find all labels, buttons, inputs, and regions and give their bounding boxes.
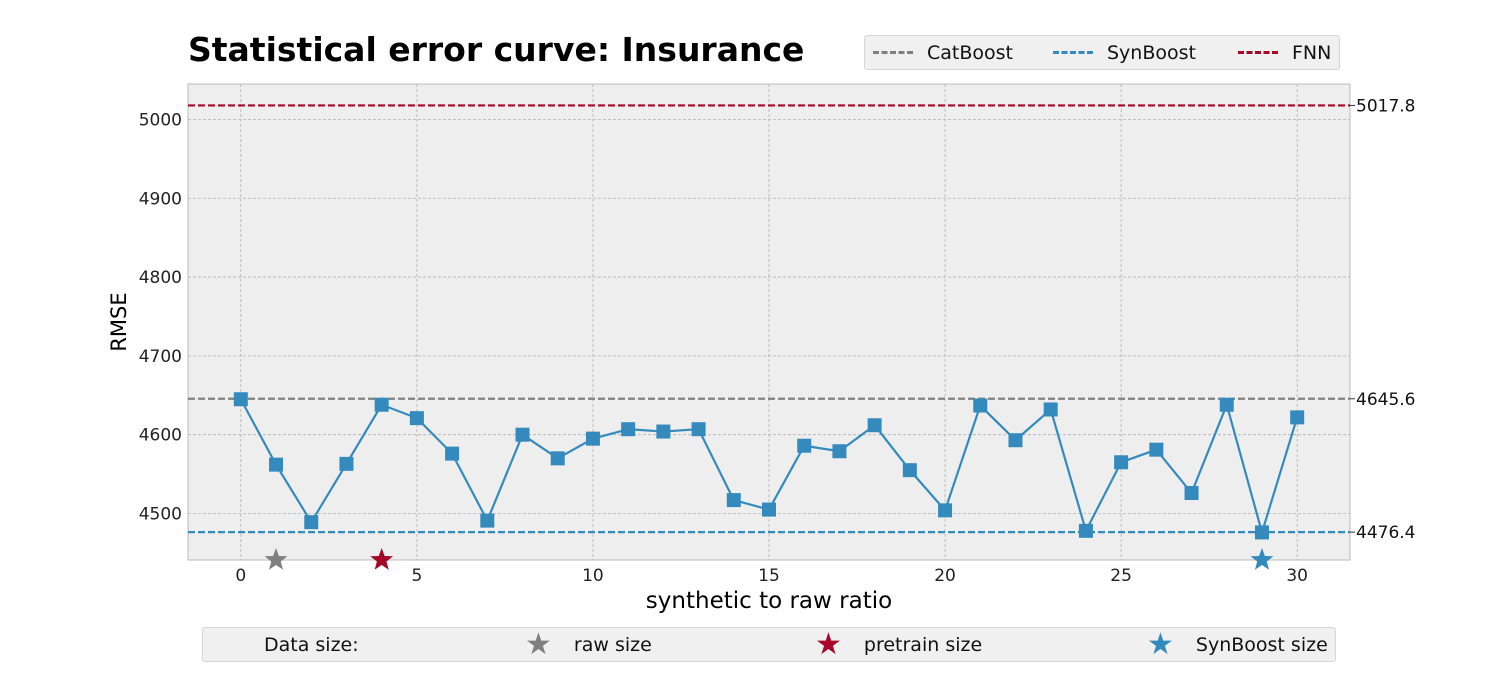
data-point bbox=[1184, 486, 1199, 501]
legend-item-pretrain-size: ★ pretrain size bbox=[815, 628, 982, 661]
data-point bbox=[1114, 455, 1129, 470]
legend-item-synboost-size: ★ SynBoost size bbox=[1147, 628, 1328, 661]
y-tick-label: 4900 bbox=[139, 189, 182, 209]
data-point bbox=[480, 513, 495, 528]
legend-item-fnn: FNN bbox=[1238, 36, 1331, 69]
x-axis-label: synthetic to raw ratio bbox=[646, 588, 892, 614]
dashed-line-icon bbox=[1238, 51, 1278, 54]
data-point bbox=[691, 422, 706, 437]
data-point bbox=[1219, 397, 1234, 412]
data-point bbox=[938, 503, 953, 518]
data-point bbox=[762, 502, 776, 517]
data-point bbox=[550, 451, 565, 466]
y-tick-label: 4800 bbox=[139, 268, 182, 288]
legend-item-raw-size: ★ raw size bbox=[525, 628, 652, 661]
data-point bbox=[621, 422, 636, 437]
reference-value-label: 4645.6 bbox=[1356, 390, 1415, 410]
legend-data-size: Data size: ★ raw size ★ pretrain size ★ … bbox=[202, 627, 1336, 662]
data-point bbox=[1043, 402, 1058, 417]
star-icon: ★ bbox=[815, 627, 842, 662]
data-point bbox=[1078, 523, 1093, 538]
legend-label: SynBoost bbox=[1107, 41, 1196, 64]
data-point bbox=[585, 431, 600, 446]
legend-label: raw size bbox=[573, 633, 652, 656]
data-point bbox=[867, 418, 882, 433]
chart-title: Statistical error curve: Insurance bbox=[188, 30, 804, 69]
data-point bbox=[374, 397, 389, 412]
data-point bbox=[1008, 433, 1023, 448]
data-point bbox=[1149, 442, 1164, 457]
reference-value-label: 5017.8 bbox=[1356, 96, 1415, 116]
data-point bbox=[304, 515, 319, 530]
legend-label: FNN bbox=[1292, 41, 1332, 64]
dashed-line-icon bbox=[1053, 51, 1093, 54]
legend-models: CatBoost SynBoost FNN bbox=[864, 35, 1340, 70]
data-point bbox=[409, 411, 424, 426]
star-icon: ★ bbox=[525, 627, 552, 662]
star-marker bbox=[264, 548, 288, 570]
data-point bbox=[269, 457, 284, 472]
y-tick-label: 5000 bbox=[139, 110, 182, 130]
x-tick-label: 5 bbox=[411, 566, 422, 586]
x-tick-label: 30 bbox=[1286, 566, 1308, 586]
star-marker bbox=[1250, 548, 1274, 570]
legend-label: pretrain size bbox=[863, 633, 983, 656]
data-point bbox=[233, 392, 248, 407]
y-tick-label: 4500 bbox=[139, 505, 182, 525]
star-icon: ★ bbox=[1147, 627, 1174, 662]
data-point bbox=[445, 446, 460, 461]
legend-label: SynBoost size bbox=[1195, 633, 1328, 656]
data-point bbox=[973, 398, 988, 413]
legend-title: Data size: bbox=[264, 633, 359, 656]
data-point bbox=[656, 424, 671, 439]
x-tick-label: 10 bbox=[582, 566, 604, 586]
legend-label: CatBoost bbox=[927, 41, 1013, 64]
x-tick-label: 15 bbox=[758, 566, 780, 586]
y-axis-label: RMSE bbox=[107, 292, 131, 351]
data-point bbox=[1254, 525, 1269, 540]
data-point bbox=[1290, 410, 1305, 425]
legend-item-catboost: CatBoost bbox=[873, 36, 1013, 69]
legend-item-synboost: SynBoost bbox=[1053, 36, 1196, 69]
data-point bbox=[832, 444, 847, 459]
data-point bbox=[797, 438, 812, 453]
data-point bbox=[339, 456, 354, 471]
star-marker bbox=[370, 548, 394, 570]
data-point bbox=[902, 463, 917, 478]
y-tick-label: 4600 bbox=[139, 426, 182, 446]
size-markers bbox=[264, 548, 1274, 570]
reference-value-label: 4476.4 bbox=[1356, 523, 1415, 543]
data-point bbox=[515, 427, 530, 442]
x-tick-label: 25 bbox=[1110, 566, 1132, 586]
y-tick-label: 4700 bbox=[139, 347, 182, 367]
x-tick-label: 0 bbox=[235, 566, 246, 586]
series-rmse bbox=[233, 392, 1305, 540]
axis-ticks: 0 5 10 15 20 25 30 4500 4600 4700 4800 4900 5000 bbox=[139, 110, 1308, 586]
dashed-line-icon bbox=[873, 51, 913, 54]
data-point bbox=[726, 493, 741, 508]
x-tick-label: 20 bbox=[934, 566, 956, 586]
